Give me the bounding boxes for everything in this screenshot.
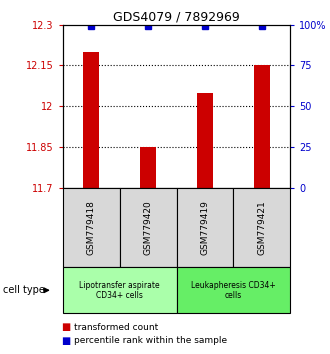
Bar [140,147,156,188]
Text: ■: ■ [61,322,71,332]
Text: cell type: cell type [3,285,45,295]
Text: GSM779421: GSM779421 [257,200,266,255]
Text: transformed count: transformed count [74,323,158,332]
Text: Leukapheresis CD34+
cells: Leukapheresis CD34+ cells [191,281,276,300]
Text: GSM779418: GSM779418 [87,200,96,255]
Bar [83,52,99,188]
Text: ■: ■ [61,336,71,346]
Text: GSM779419: GSM779419 [201,200,210,255]
Text: Lipotransfer aspirate
CD34+ cells: Lipotransfer aspirate CD34+ cells [79,281,160,300]
Bar [254,65,270,188]
Text: percentile rank within the sample: percentile rank within the sample [74,336,227,345]
Title: GDS4079 / 7892969: GDS4079 / 7892969 [113,11,240,24]
Bar [197,93,213,188]
Text: GSM779420: GSM779420 [144,200,152,255]
